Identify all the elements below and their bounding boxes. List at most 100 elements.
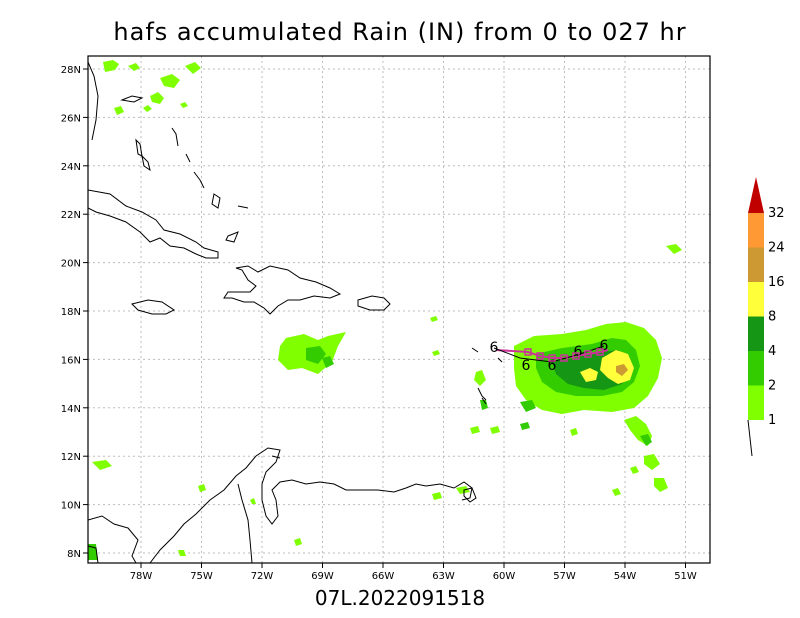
hafs-track-marker (572, 352, 580, 360)
storm-symbol: 6 (490, 340, 499, 356)
rain-patch (92, 460, 112, 470)
lon-tick-label: 54W (614, 571, 637, 582)
lat-tick-label: 26N (61, 113, 81, 124)
rain-patch (520, 422, 530, 430)
coastline-south-america (88, 515, 139, 563)
lat-tick-label: 22N (61, 210, 81, 221)
rain-patch (185, 62, 201, 74)
rain-patch (322, 356, 334, 368)
chart-title: hafs accumulated Rain (IN) from 0 to 027… (113, 18, 687, 46)
lon-tick-label: 57W (553, 571, 576, 582)
rain-patch (490, 426, 500, 434)
lon-tick-label: 78W (130, 571, 153, 582)
colorbar-swatch (748, 351, 764, 386)
colorbar-level-label: 1 (768, 413, 776, 428)
rain-patch (630, 466, 639, 474)
rain-patch (612, 488, 621, 496)
hafs-track-marker (560, 354, 568, 362)
rain-patch (570, 428, 578, 436)
map-frame (87, 55, 711, 564)
lat-tick-label: 18N (61, 307, 81, 318)
hafs-track-marker (584, 350, 592, 358)
coastline-hispaniola (223, 265, 342, 315)
rain-patch (250, 498, 256, 504)
track-hafs (495, 349, 609, 359)
storm-symbol: 6 (522, 358, 531, 374)
rain-patch (432, 350, 440, 356)
rain-patch (470, 426, 480, 434)
rain-patch (180, 102, 188, 108)
lon-tick-label: 69W (311, 571, 334, 582)
storm-symbol: 6 (600, 338, 609, 354)
rain-patch (198, 484, 206, 492)
storm-tracks: 6 6 6 6 6 (490, 338, 609, 374)
colorbar-swatch (748, 282, 764, 317)
rain-patch (294, 538, 302, 546)
coastline-aruba (271, 455, 281, 459)
lon-tick-label: 75W (190, 571, 213, 582)
lat-tick-label: 8N (67, 549, 81, 560)
rain-patch (640, 434, 652, 446)
colorbar-level-label: 2 (768, 379, 776, 394)
storm-symbol: 6 (548, 358, 557, 374)
rain-patch (178, 550, 186, 556)
lat-tick-label: 28N (61, 65, 81, 76)
rain-patch (520, 400, 536, 412)
rain-patch (128, 63, 140, 71)
colorbar-level-label: 8 (768, 310, 776, 325)
rain-patch (666, 244, 682, 254)
coastline-bahamas (225, 231, 239, 243)
rain-patch (432, 492, 442, 500)
rain-patch (644, 454, 660, 470)
lon-tick-label: 60W (493, 571, 516, 582)
coastlines (88, 61, 503, 563)
lat-tick-label: 14N (61, 404, 81, 415)
coastline-bahamas (211, 193, 221, 209)
lat-tick-label: 20N (61, 259, 81, 270)
coastline-venezuela (149, 447, 473, 563)
rain-patch (160, 74, 180, 88)
hafs-track-marker (536, 352, 544, 360)
rain-patch (143, 105, 152, 112)
coastline-south-america (88, 545, 99, 563)
colorbar-level-label: 4 (768, 344, 776, 359)
rain-patch (580, 368, 598, 382)
colorbar-max-triangle (748, 177, 764, 213)
rain-patch (480, 400, 488, 410)
colorbar-min-tail (747, 419, 753, 457)
lat-tick-label: 10N (61, 501, 81, 512)
hafs-track-marker (524, 348, 532, 356)
rain-patch (654, 478, 668, 492)
lat-tick-label: 16N (61, 355, 81, 366)
coastline-bahamas (171, 127, 179, 147)
lat-tick-label: 12N (61, 452, 81, 463)
lon-tick-label: 51W (674, 571, 697, 582)
rain-patch (306, 346, 326, 364)
coastline-antilles (471, 347, 479, 353)
coastline-cuba (88, 189, 219, 259)
coastline-antilles (477, 387, 487, 401)
coastline-bahamas (185, 153, 191, 163)
grid-lines (88, 56, 710, 563)
rain-patch (616, 364, 628, 376)
rain-patch (114, 106, 124, 115)
coastline-antilles (497, 357, 503, 363)
coastline-bahamas (120, 95, 144, 103)
colorbar-level-label: 32 (768, 206, 785, 221)
colorbar-level-label: 24 (768, 241, 785, 256)
lon-tick-label: 63W (432, 571, 455, 582)
hafs-track-marker (548, 354, 556, 362)
coastline-puerto-rico (357, 295, 391, 311)
rain-patch (474, 370, 486, 386)
colorbar-swatch (748, 316, 764, 351)
lat-tick-label: 24N (61, 162, 81, 173)
coastline-bahamas (193, 171, 205, 189)
rain-patch (103, 60, 119, 72)
coastline-bahamas (141, 154, 151, 172)
axis-ticks: 78W 75W 72W 69W 66W 63W 60W 57W 54W 51W 28N 26N 24N 2… (61, 65, 697, 582)
colorbar-swatch (748, 247, 764, 282)
rain-patch (150, 92, 164, 104)
lon-tick-label: 72W (251, 571, 274, 582)
rain-patch (456, 486, 470, 494)
